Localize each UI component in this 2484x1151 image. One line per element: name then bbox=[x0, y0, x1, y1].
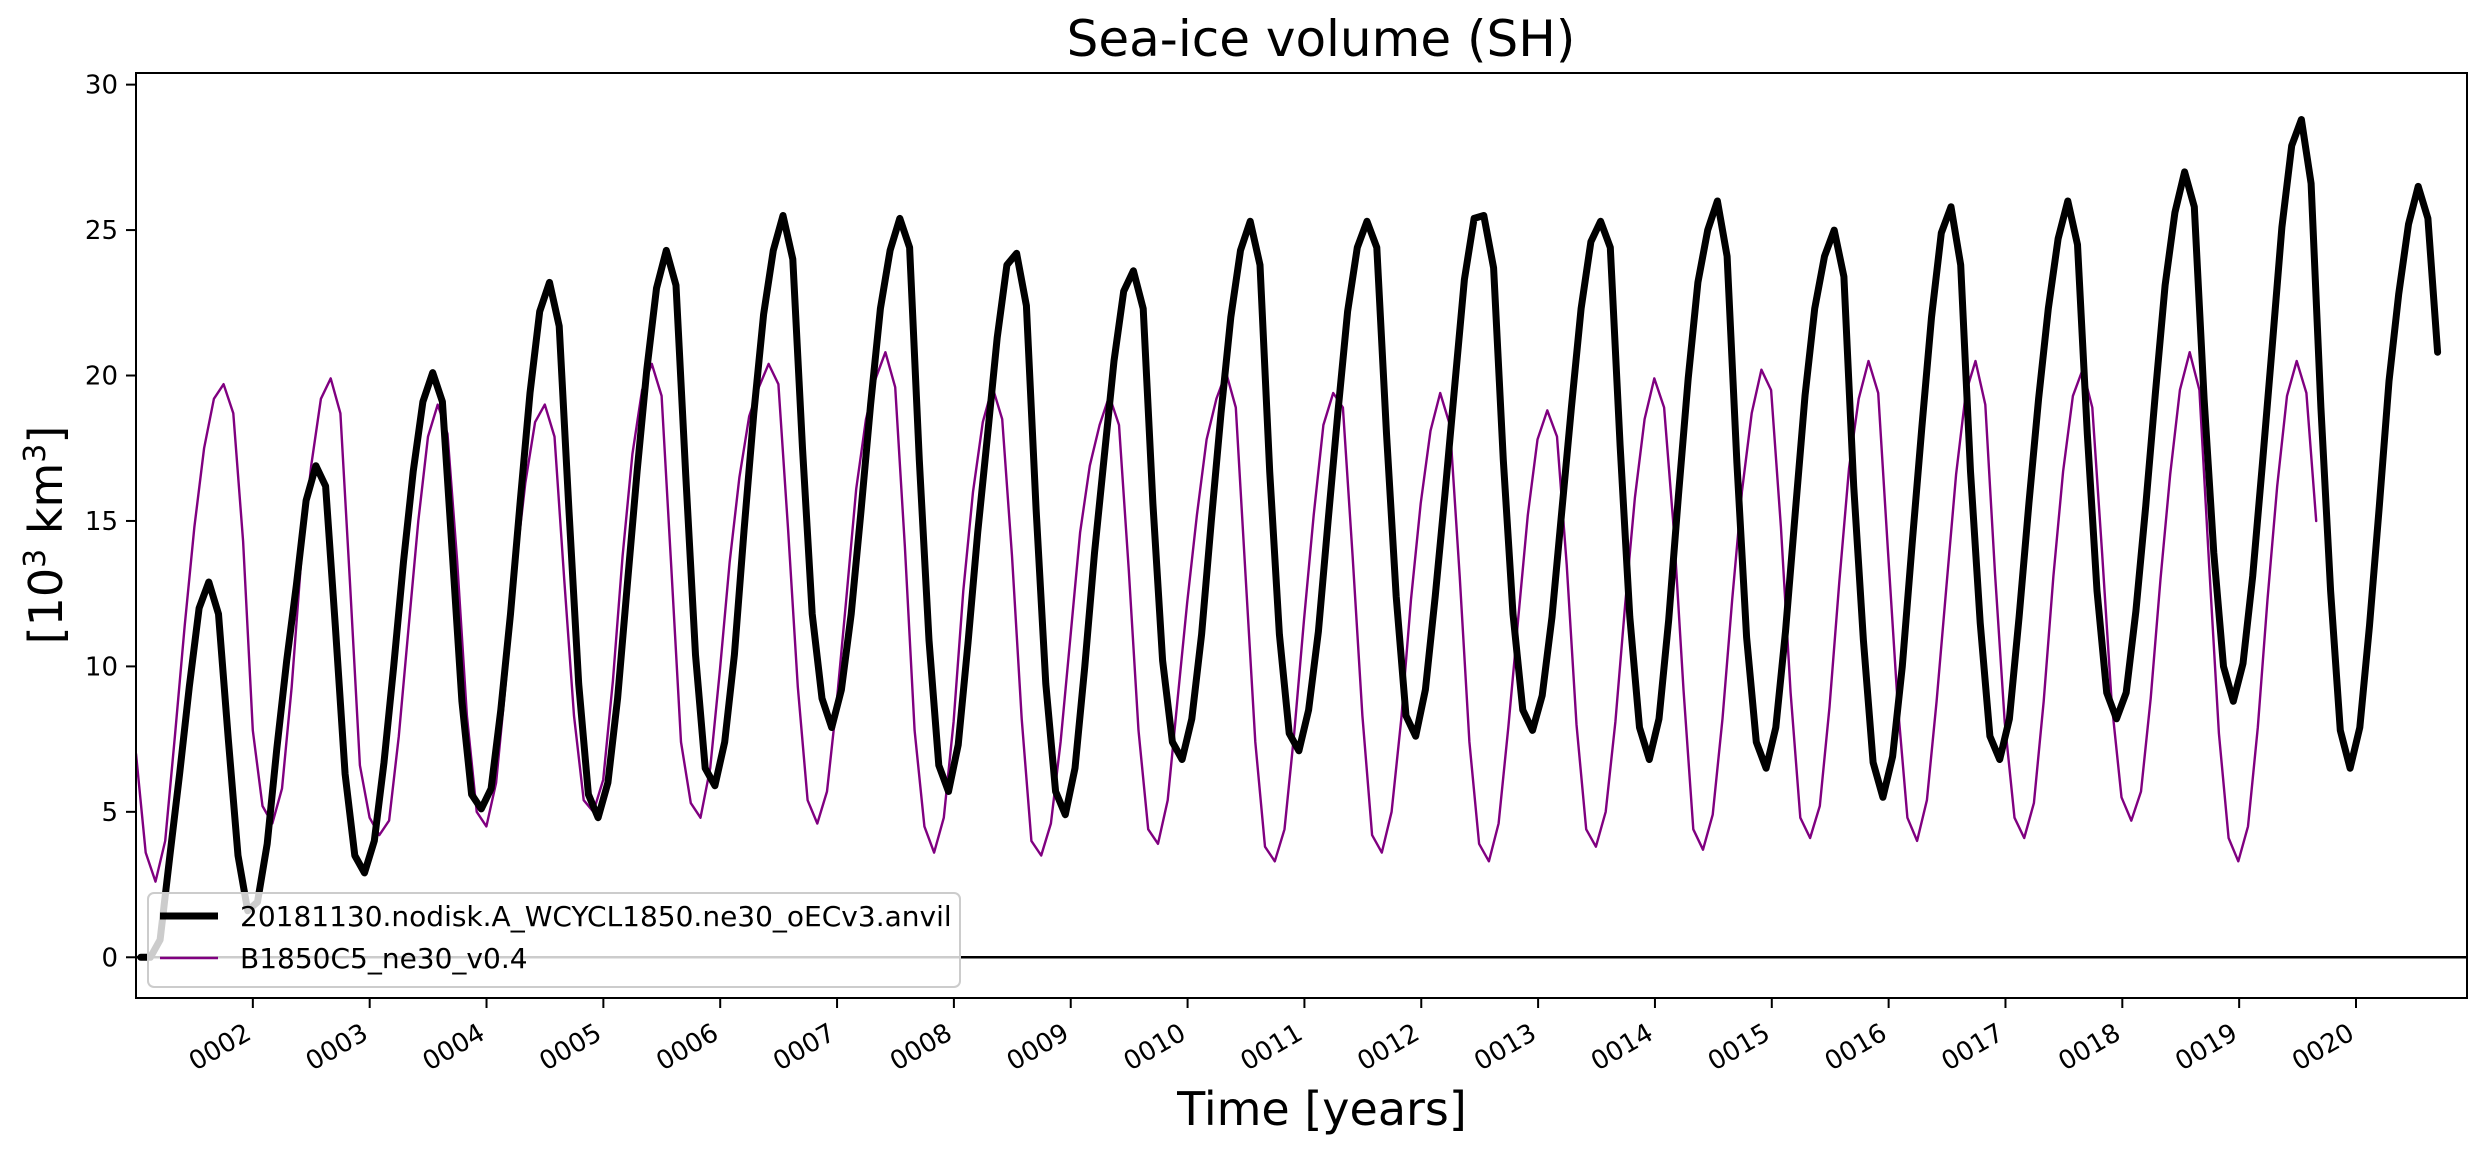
y-tick-label: 5 bbox=[101, 798, 118, 828]
legend-label-series-2: B1850C5_ne30_v0.4 bbox=[240, 942, 528, 975]
y-tick-label: 25 bbox=[85, 216, 118, 246]
series-layer bbox=[136, 116, 2442, 961]
legend-label-series-1: 20181130.nodisk.A_WCYCL1850.ne30_oECv3.a… bbox=[240, 900, 952, 933]
x-axis-label: Time [years] bbox=[1176, 1082, 1467, 1136]
y-tick-label: 30 bbox=[85, 71, 118, 101]
y-tick-label: 0 bbox=[101, 943, 118, 973]
series-line-1 bbox=[137, 116, 2442, 961]
y-tick-label: 15 bbox=[85, 507, 118, 537]
y-axis-label-sup2: 3 bbox=[18, 444, 53, 463]
y-axis: 0 5 10 15 20 25 30 bbox=[85, 71, 136, 973]
y-axis-label-mid: km bbox=[19, 463, 73, 549]
legend-box bbox=[147, 892, 961, 988]
plot-frame bbox=[135, 72, 2468, 999]
y-axis-label-sup: 3 bbox=[18, 549, 53, 568]
legend: 20181130.nodisk.A_WCYCL1850.ne30_oECv3.a… bbox=[147, 892, 961, 988]
y-axis-label-end: ] bbox=[19, 426, 73, 444]
y-tick-label: 10 bbox=[85, 652, 118, 682]
y-axis-label: [103 km3] bbox=[18, 426, 74, 645]
chart-title: Sea-ice volume (SH) bbox=[1067, 10, 1576, 68]
y-tick-label: 20 bbox=[85, 362, 118, 392]
y-axis-label-base: [10 bbox=[19, 568, 73, 644]
